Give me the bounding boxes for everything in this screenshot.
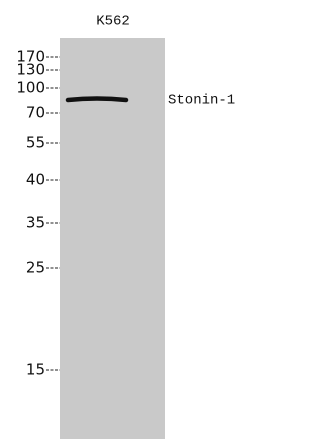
marker-label: 130 <box>16 61 45 79</box>
marker-label: 100 <box>16 79 45 97</box>
lane-label: K562 <box>96 14 130 30</box>
marker-label: 70 <box>26 104 45 122</box>
marker-label: 40 <box>26 171 45 189</box>
marker-label: 55 <box>26 134 45 152</box>
marker-label: 25 <box>26 259 45 277</box>
band <box>68 99 126 101</box>
band-label: Stonin-1 <box>168 93 235 109</box>
marker-label: 15 <box>26 361 45 379</box>
marker-label: 35 <box>26 214 45 232</box>
